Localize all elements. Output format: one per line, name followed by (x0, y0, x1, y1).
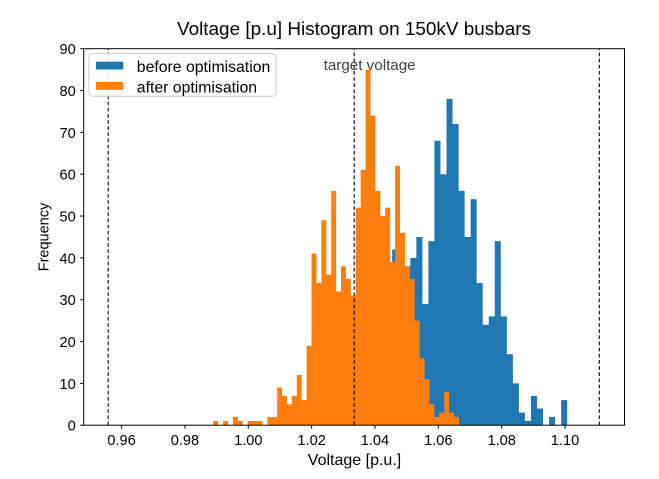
svg-text:20: 20 (59, 335, 75, 351)
svg-text:0.98: 0.98 (171, 433, 199, 449)
svg-text:Voltage [p.u] Histogram on 150: Voltage [p.u] Histogram on 150kV busbars (177, 19, 531, 40)
svg-text:1.02: 1.02 (297, 433, 325, 449)
svg-text:1.04: 1.04 (361, 433, 389, 449)
svg-text:1.08: 1.08 (487, 433, 515, 449)
svg-text:1.00: 1.00 (234, 433, 262, 449)
svg-text:30: 30 (59, 293, 75, 309)
svg-text:target voltage: target voltage (324, 57, 416, 74)
svg-text:Voltage [p.u.]: Voltage [p.u.] (308, 452, 401, 469)
svg-text:0: 0 (68, 419, 76, 435)
svg-text:0.96: 0.96 (107, 433, 135, 449)
svg-text:after optimisation: after optimisation (137, 79, 257, 96)
svg-text:1.10: 1.10 (551, 433, 579, 449)
svg-text:Frequency: Frequency (37, 202, 53, 271)
svg-text:1.06: 1.06 (424, 433, 452, 449)
svg-text:60: 60 (59, 168, 75, 184)
svg-text:90: 90 (59, 42, 75, 58)
svg-text:10: 10 (59, 377, 75, 393)
svg-text:70: 70 (59, 126, 75, 142)
svg-text:80: 80 (59, 84, 75, 100)
svg-text:50: 50 (59, 209, 75, 225)
svg-text:before optimisation: before optimisation (137, 59, 270, 76)
svg-text:40: 40 (59, 251, 75, 267)
